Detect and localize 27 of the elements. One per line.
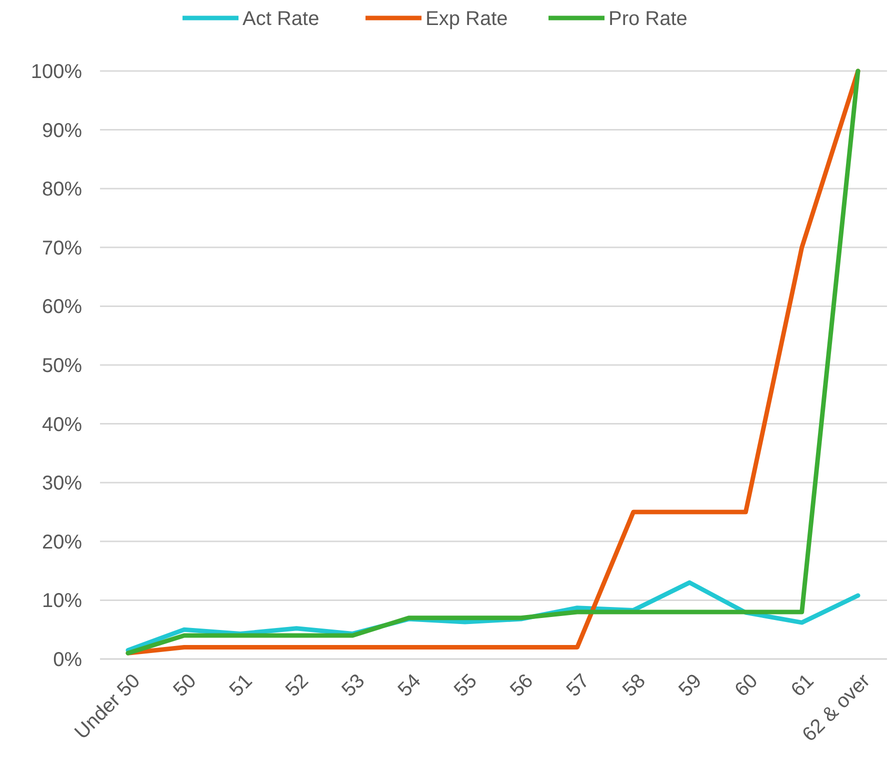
x-tick-label: 59 bbox=[674, 670, 706, 702]
x-tick-label: 61 bbox=[787, 670, 818, 702]
x-tick-label: 57 bbox=[562, 670, 594, 702]
x-tick-label: 55 bbox=[450, 670, 482, 702]
legend-label: Act Rate bbox=[242, 8, 320, 30]
y-tick-label: 20% bbox=[42, 531, 82, 554]
y-tick-label: 40% bbox=[42, 414, 82, 436]
x-tick-label: 53 bbox=[338, 670, 370, 702]
legend-label: Pro Rate bbox=[608, 8, 688, 30]
y-tick-label: 50% bbox=[42, 355, 82, 377]
line-series bbox=[126, 68, 860, 656]
y-tick-label: 0% bbox=[53, 649, 82, 671]
y-tick-label: 30% bbox=[42, 472, 82, 495]
x-tick-label: 56 bbox=[506, 670, 538, 702]
x-tick-label: 58 bbox=[618, 670, 650, 702]
y-tick-label: 60% bbox=[42, 296, 82, 318]
x-tick-label: 50 bbox=[169, 670, 201, 702]
y-tick-label: 90% bbox=[42, 120, 82, 142]
x-tick-label: 54 bbox=[394, 670, 426, 702]
legend-label: Exp Rate bbox=[426, 8, 508, 30]
x-tick-label: 60 bbox=[730, 670, 762, 702]
x-tick-label: 51 bbox=[226, 670, 257, 702]
x-tick-label: 52 bbox=[282, 670, 313, 702]
y-tick-label: 70% bbox=[42, 237, 82, 260]
y-tick-label: 10% bbox=[42, 590, 82, 612]
y-tick-label: 100% bbox=[30, 61, 82, 83]
y-tick-label: 80% bbox=[42, 178, 82, 201]
